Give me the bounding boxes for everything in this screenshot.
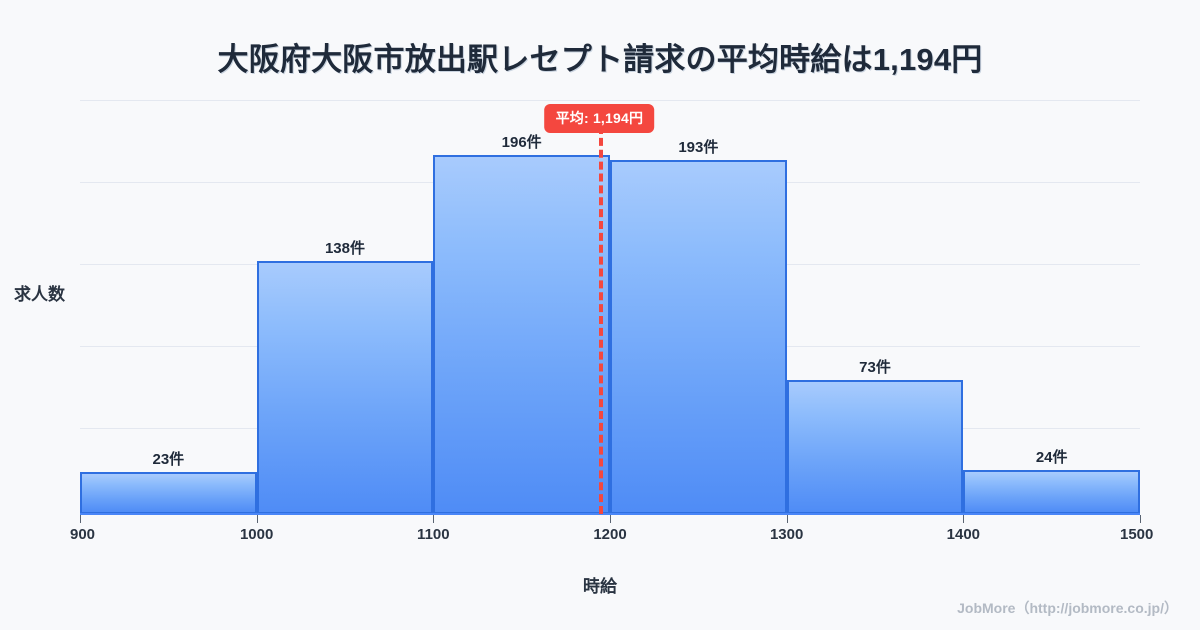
x-axis-tick (610, 515, 611, 523)
x-axis-tick-label: 1100 (417, 526, 450, 543)
x-axis-tick-label: 1300 (769, 526, 804, 543)
x-axis-tick (80, 515, 81, 523)
page-title: 大阪府大阪市放出駅レセプト請求の平均時給は1,194円 (217, 42, 983, 77)
histogram-bar (786, 380, 964, 514)
x-axis-tick-label: 1000 (239, 526, 274, 543)
mean-line (599, 126, 604, 514)
bar-value-label: 24件 (1035, 449, 1068, 467)
mean-label-badge: 平均: 1,194円 (544, 104, 655, 133)
y-axis-title: 求人数 (14, 285, 65, 304)
x-axis-tick (256, 515, 258, 523)
x-axis-tick (786, 515, 788, 523)
histogram-bar (256, 261, 434, 514)
histogram-bar (80, 471, 257, 514)
bar-value-label: 23件 (152, 450, 185, 468)
x-axis-tick (1140, 515, 1141, 523)
x-axis-tick-label: 1500 (1119, 526, 1154, 543)
x-axis-title: 時給 (583, 577, 617, 596)
x-axis-tick (963, 515, 965, 523)
x-axis-tick-label: 1200 (593, 526, 627, 543)
x-axis-tick (433, 515, 435, 523)
bar-value-label: 73件 (859, 359, 891, 377)
gridline (80, 100, 1140, 101)
histogram-bar (963, 470, 1140, 514)
histogram-bar (433, 154, 610, 514)
bar-value-label: 138件 (324, 240, 365, 258)
histogram-bar (610, 160, 787, 514)
watermark: JobMore（http://jobmore.co.jp/） (957, 600, 1178, 616)
bar-value-label: 196件 (501, 133, 542, 151)
x-axis-tick-label: 900 (69, 526, 96, 543)
x-axis-line (80, 513, 1140, 515)
x-axis-tick-label: 1400 (946, 526, 981, 543)
bar-value-label: 193件 (678, 139, 719, 157)
